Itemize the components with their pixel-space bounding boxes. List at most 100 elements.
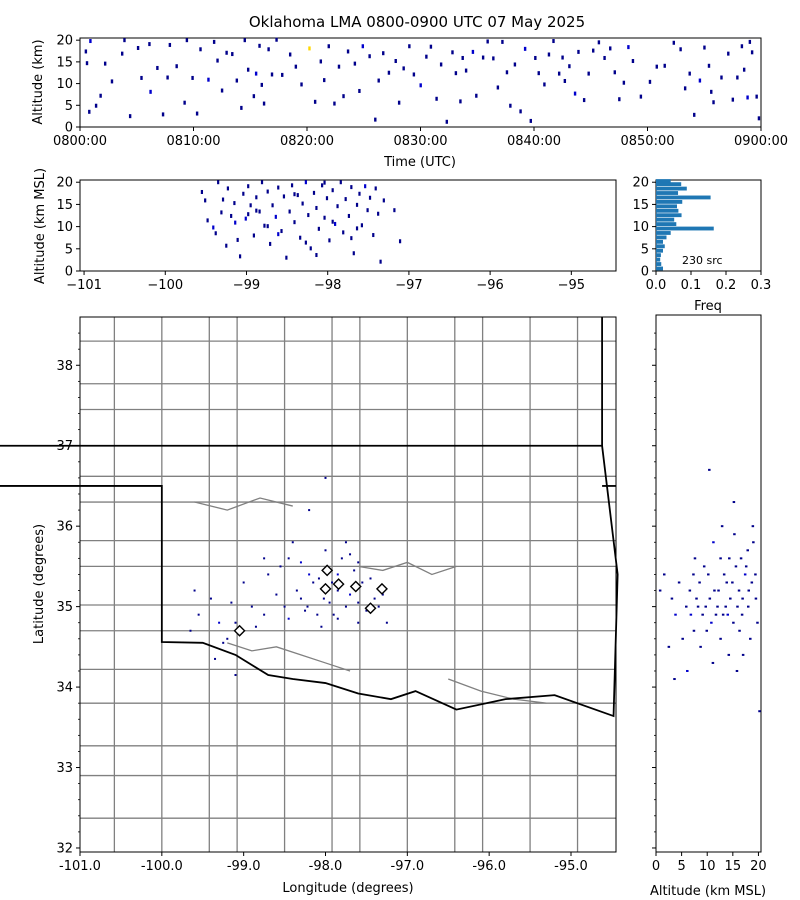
time-height-point	[337, 64, 341, 69]
plan-view-point	[336, 589, 339, 592]
height-lat-point	[749, 637, 752, 640]
lon-height-point	[258, 209, 261, 214]
plan-view-xtick-label: -99.0	[227, 859, 261, 874]
height-lat-point	[713, 589, 716, 592]
time-height-point	[529, 118, 532, 123]
lon-height-point	[269, 241, 272, 246]
lon-height-point	[317, 226, 320, 231]
lon-height-point	[325, 196, 329, 201]
plan-view-point	[316, 613, 319, 616]
time-height-point	[683, 86, 687, 91]
county-line	[227, 642, 351, 672]
time-height-point	[471, 49, 475, 54]
time-height-point	[568, 64, 571, 69]
plan-view-point	[214, 657, 217, 660]
histogram-bar	[656, 195, 711, 200]
histogram-bar	[656, 253, 661, 258]
time-height-point	[543, 82, 546, 87]
time-height-point	[128, 114, 132, 119]
time-height-point	[523, 46, 527, 51]
time-height-ytick-label: 0	[65, 121, 73, 136]
county-line	[194, 497, 293, 511]
lon-height-xtick-label: −98	[314, 278, 341, 293]
time-height-point	[191, 75, 194, 80]
lma-station-marker	[375, 582, 388, 595]
height-lat-xtick-label: 5	[677, 859, 685, 874]
time-height-point	[148, 42, 151, 47]
histogram-bar	[656, 182, 682, 187]
time-height-point	[561, 55, 564, 60]
time-height-ytick-label: 20	[56, 34, 73, 49]
height-lat-y-ticks	[652, 332, 656, 849]
lon-height-point	[331, 219, 334, 224]
lon-height-xtick-label: −99	[233, 278, 260, 293]
time-height-point	[597, 40, 601, 45]
time-height-point	[235, 78, 239, 83]
time-height-point	[534, 55, 537, 60]
time-height-point	[592, 48, 595, 53]
time-height-point	[353, 61, 357, 66]
height-lat-point	[707, 573, 710, 576]
height-lat-point	[701, 613, 704, 616]
lon-height-point	[220, 210, 223, 215]
lon-height-point	[236, 237, 239, 242]
time-height-point	[519, 109, 522, 114]
plan-view-point	[349, 553, 352, 556]
plan-view-point	[373, 597, 376, 600]
histogram-y-ticks: 0 5 10 15 20	[632, 176, 656, 280]
lon-height-point	[372, 233, 375, 238]
time-height-point	[313, 99, 317, 104]
lon-height-point	[331, 188, 334, 193]
lon-height-point	[266, 189, 269, 194]
time-height-point	[85, 61, 89, 66]
lon-height-point	[296, 193, 299, 198]
height-lat-point	[719, 637, 722, 640]
lon-height-point	[352, 251, 355, 256]
height-lat-xtick-label: 0	[652, 859, 660, 874]
height-lat-point	[754, 573, 757, 576]
lon-height-ytick-label: 15	[56, 198, 73, 213]
plan-view-point	[234, 621, 237, 624]
lon-height-point	[252, 233, 255, 238]
plan-view-xtick-label: -98.0	[309, 859, 343, 874]
time-height-point	[394, 59, 397, 64]
lon-height-point	[336, 204, 339, 209]
height-lat-point	[667, 645, 671, 648]
histogram-bar	[656, 191, 679, 195]
plan-view-ytick-label: 35	[56, 600, 73, 615]
time-height-point	[220, 88, 224, 93]
time-height-point	[342, 94, 345, 99]
time-height-point	[207, 77, 210, 82]
time-height-point	[368, 54, 371, 59]
time-height-point	[627, 45, 630, 50]
plan-view-point	[254, 625, 257, 628]
time-height-point	[557, 71, 561, 76]
height-lat-point	[752, 541, 755, 544]
height-lat-point	[729, 597, 732, 600]
lon-height-point	[368, 195, 372, 200]
height-lat-point	[724, 605, 727, 608]
time-height-point	[103, 61, 107, 66]
time-height-xtick-label: 0820:00	[280, 134, 334, 149]
lon-height-point	[358, 191, 361, 196]
lon-height-point	[238, 254, 242, 259]
time-height-point	[622, 80, 626, 85]
plan-view-point	[263, 557, 266, 560]
lon-height-point	[315, 205, 318, 210]
time-height-point	[639, 94, 643, 99]
lon-height-point	[360, 223, 364, 228]
height-lat-point	[722, 573, 726, 576]
time-height-xtick-label: 0900:00	[734, 134, 788, 149]
lon-height-ytick-label: 0	[65, 265, 73, 280]
height-lat-point	[708, 597, 712, 600]
histogram-bar	[656, 213, 682, 218]
time-height-point	[270, 72, 274, 77]
lon-height-point	[266, 224, 269, 229]
histogram-bar	[656, 186, 687, 191]
lon-height-point	[309, 246, 312, 251]
state-boundaries	[0, 317, 619, 718]
histogram-bar	[656, 262, 662, 266]
histogram-bar	[656, 235, 667, 240]
time-height-point	[377, 78, 380, 83]
time-height-ytick-label: 5	[65, 99, 73, 114]
